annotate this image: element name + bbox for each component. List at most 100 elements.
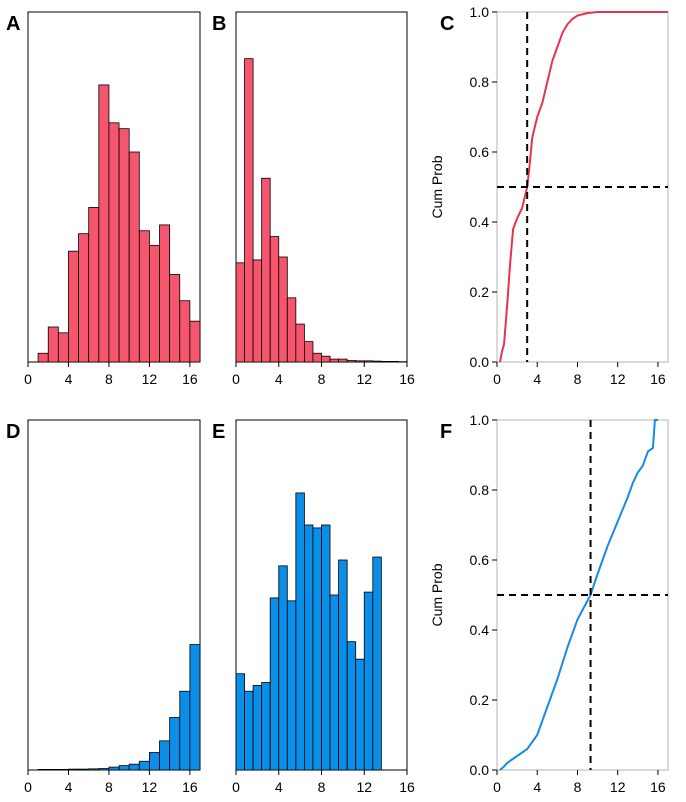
x-tick-label: 16 — [399, 779, 415, 795]
bar — [159, 224, 171, 363]
bar — [108, 122, 120, 363]
bar — [312, 527, 322, 771]
bar — [108, 766, 120, 771]
x-tick-label: 16 — [650, 779, 666, 795]
panel-letter-c: C — [440, 13, 454, 35]
x-tick-label: 8 — [105, 371, 113, 387]
panel-letter-e: E — [212, 421, 225, 443]
bar — [338, 559, 348, 771]
bar — [363, 591, 374, 771]
bar — [159, 740, 171, 771]
bar — [68, 250, 79, 363]
bar — [372, 556, 382, 771]
bar — [278, 565, 288, 771]
bar — [261, 177, 271, 363]
bar — [98, 768, 110, 771]
bar — [295, 323, 305, 363]
bar — [68, 768, 79, 771]
bar — [321, 524, 331, 771]
bar — [295, 492, 305, 771]
x-tick-label: 4 — [533, 779, 541, 795]
x-tick-label: 4 — [65, 371, 73, 387]
bar — [118, 128, 130, 363]
x-tick-label: 0 — [232, 779, 240, 795]
bar — [235, 673, 245, 771]
bar — [57, 332, 69, 363]
bar — [57, 769, 69, 771]
y-tick-label: 1.0 — [470, 412, 490, 428]
bar — [118, 765, 130, 771]
x-tick-label: 0 — [493, 371, 501, 387]
bar — [189, 320, 201, 363]
panel-a: A 0 4 8 12 16 — [6, 11, 201, 387]
bar — [380, 361, 391, 363]
bar — [88, 768, 100, 771]
x-tick-label: 0 — [232, 371, 240, 387]
bar — [78, 768, 90, 771]
x-tick-label: 8 — [318, 371, 326, 387]
y-axis-title: Cum Prob — [429, 155, 445, 218]
bar — [128, 151, 140, 363]
bar — [128, 763, 140, 771]
y-axis-title: Cum Prob — [429, 563, 445, 626]
x-tick-label: 16 — [399, 371, 415, 387]
x-tick-label: 12 — [356, 371, 372, 387]
bar — [269, 597, 280, 771]
bar — [138, 230, 150, 363]
y-tick-label: 0.6 — [470, 552, 490, 568]
bar — [338, 358, 348, 363]
panel-letter-a: A — [6, 13, 20, 35]
y-tick-label: 0.4 — [470, 214, 490, 230]
x-tick-label: 4 — [533, 371, 541, 387]
x-tick-label: 12 — [610, 371, 626, 387]
bar — [372, 360, 382, 363]
bar — [179, 690, 191, 771]
panel-d: D 0 4 8 12 16 — [6, 419, 201, 795]
y-tick-label: 0.8 — [470, 482, 490, 498]
bar — [47, 326, 59, 363]
y-tick-label: 1.0 — [470, 4, 490, 20]
panel-letter-b: B — [212, 13, 226, 35]
bar — [329, 594, 339, 771]
bar — [389, 361, 399, 363]
bar — [355, 658, 365, 771]
panel-letter-f: F — [440, 421, 452, 443]
bar — [303, 341, 314, 363]
bar — [189, 644, 201, 771]
x-tick-label: 16 — [182, 779, 198, 795]
x-tick-label: 0 — [24, 779, 32, 795]
bar — [355, 360, 365, 363]
bar — [47, 769, 59, 771]
x-tick-label: 0 — [24, 371, 32, 387]
bar — [286, 600, 297, 771]
bar — [321, 355, 331, 363]
bar — [169, 274, 181, 363]
cdf-line — [499, 11, 668, 363]
bar — [329, 358, 339, 363]
x-tick-label: 12 — [356, 779, 372, 795]
bar — [261, 682, 271, 771]
bar — [78, 233, 90, 363]
bar — [88, 207, 100, 363]
panel-e: E 0 4 8 12 16 — [212, 419, 415, 795]
bar — [303, 524, 314, 771]
x-tick-label: 8 — [574, 371, 582, 387]
bar — [37, 352, 49, 363]
y-tick-label: 0.0 — [470, 762, 490, 778]
panel-c: C 0.0 0.2 0.4 0.6 0.8 1.0 0 4 8 12 16 Cum Prob — [429, 4, 669, 387]
bar — [252, 685, 263, 771]
y-tick-label: 0.0 — [470, 354, 490, 370]
bar — [149, 244, 160, 363]
bar — [149, 752, 160, 771]
x-tick-label: 4 — [275, 779, 283, 795]
y-tick-label: 0.4 — [470, 622, 490, 638]
bar — [363, 360, 374, 363]
x-tick-label: 0 — [493, 779, 501, 795]
y-tick-label: 0.6 — [470, 144, 490, 160]
bar — [346, 641, 357, 771]
panel-letter-d: D — [6, 421, 20, 443]
x-tick-label: 16 — [650, 371, 666, 387]
bar — [269, 236, 280, 363]
x-tick-label: 16 — [182, 371, 198, 387]
bar — [312, 352, 322, 363]
